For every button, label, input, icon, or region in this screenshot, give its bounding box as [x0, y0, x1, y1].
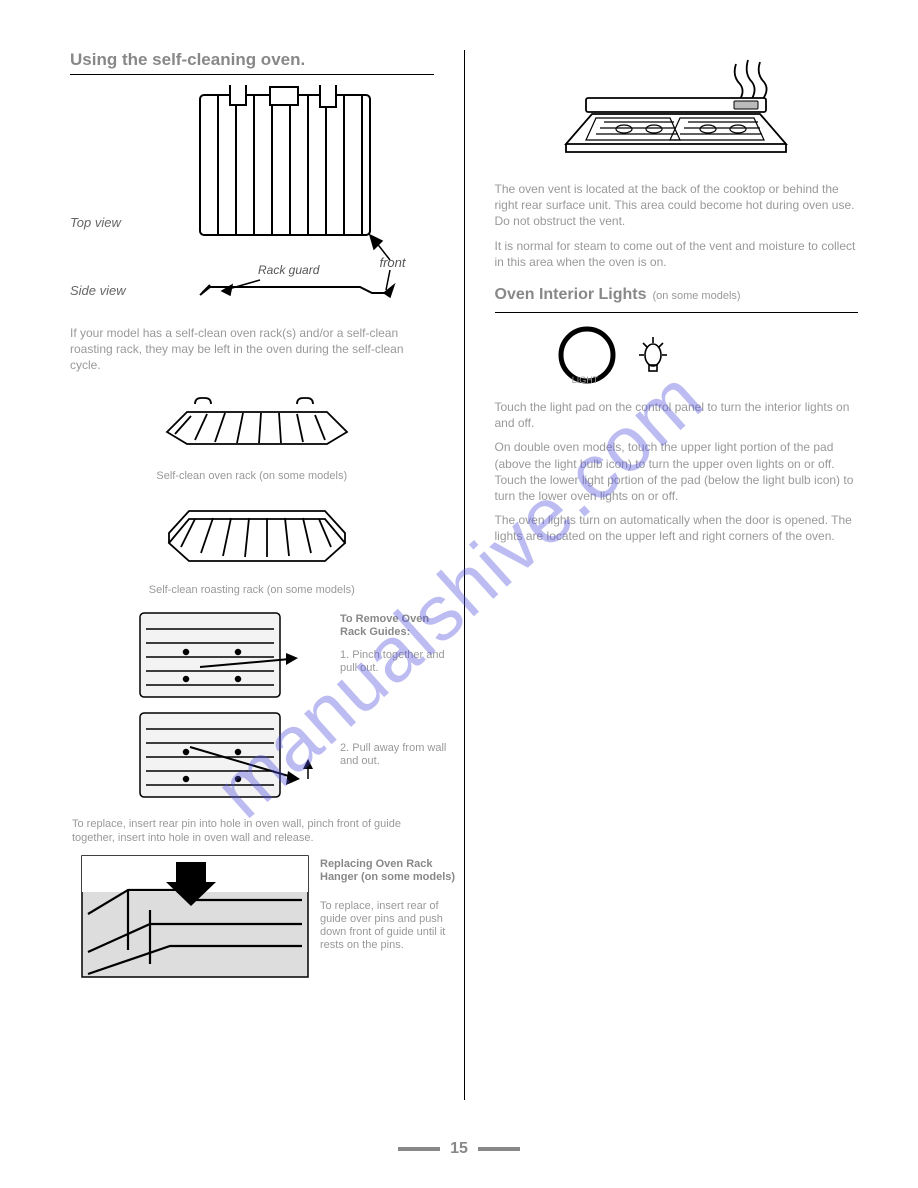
topview-diagram — [90, 85, 460, 325]
rackhanger-diagram — [80, 854, 310, 979]
lights-body1: Touch the light pad on the control panel… — [495, 399, 859, 431]
lights-body3: The oven lights turn on automatically wh… — [495, 512, 859, 544]
ovenrack-b-icon — [147, 491, 357, 576]
vent-text2: It is normal for steam to come out of th… — [495, 238, 859, 270]
racks-intro: If your model has a self-clean oven rack… — [70, 325, 434, 374]
lights-body2: On double oven models, touch the upper l… — [495, 439, 859, 504]
rule — [495, 312, 859, 313]
rackguides-replace: To replace, insert rear pin into hole in… — [72, 817, 434, 846]
rackguides-step2: 2. Pull away from wall and out. — [340, 742, 460, 768]
column-divider — [464, 50, 465, 1100]
lights-sub: (on some models) — [653, 289, 741, 303]
rack-a-caption: Self-clean oven rack (on some models) — [70, 469, 434, 483]
ovenrack-a-icon — [147, 382, 357, 462]
page-number: 15 — [0, 1140, 918, 1158]
front-label: front — [379, 255, 405, 270]
light-pad-label: LIGHT — [571, 375, 598, 385]
topview-label: Top view — [70, 215, 121, 230]
rack-b-caption: Self-clean roasting rack (on some models… — [70, 583, 434, 597]
rule — [70, 74, 434, 75]
rackguides-heading: To Remove Oven Rack Guides: — [340, 613, 450, 639]
lights-title: Oven Interior Lights — [495, 286, 647, 304]
rackguard-label: Rack guard — [258, 263, 319, 277]
rackhanger-body: To replace, insert rear of guide over pi… — [320, 900, 460, 953]
rackguides-diagram — [130, 607, 330, 807]
rackguides-step1: 1. Pinch together and pull out. — [340, 649, 460, 675]
rackhanger-heading: Replacing Oven Rack Hanger (on some mode… — [320, 858, 460, 884]
cooktop-vent-icon — [546, 56, 806, 176]
light-pad-icon: LIGHT — [555, 323, 685, 389]
section-title-left: Using the self-cleaning oven. — [70, 50, 434, 70]
sideview-label: Side view — [70, 283, 126, 298]
vent-text: The oven vent is located at the back of … — [495, 181, 859, 230]
